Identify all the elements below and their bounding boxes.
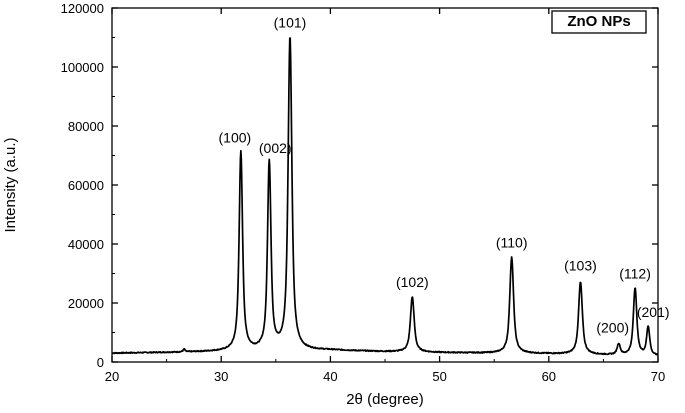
x-tick-label: 50	[432, 369, 446, 384]
peak-label: (201)	[637, 304, 670, 320]
peak-labels: (100) (002) (101) (102) (110) (103) (200) (112)…	[219, 15, 670, 336]
y-tick-label: 100000	[61, 60, 104, 75]
legend: ZnO NPs	[551, 10, 647, 34]
peak-label: (102)	[396, 274, 429, 290]
y-tick-label: 120000	[61, 1, 104, 16]
y-tick-label: 80000	[68, 119, 104, 134]
x-tick-label: 20	[105, 369, 119, 384]
y-tick-label: 20000	[68, 296, 104, 311]
x-tick-label: 40	[323, 369, 337, 384]
x-axis-ticks: 20 30 40 50 60 70	[105, 8, 665, 384]
y-tick-label: 40000	[68, 237, 104, 252]
peak-label: (110)	[496, 234, 528, 250]
peak-label: (200)	[596, 319, 629, 335]
x-tick-label: 30	[214, 369, 228, 384]
plot-frame	[111, 7, 659, 363]
peak-label: (112)	[619, 265, 651, 281]
legend-entry-zno-nps: ZnO NPs	[567, 13, 630, 30]
legend-box	[551, 10, 647, 34]
y-axis-title: Intensity (a.u.)	[2, 137, 19, 232]
series-line-zno-nps	[111, 37, 659, 356]
x-tick-label: 70	[651, 369, 665, 384]
peak-label: (103)	[564, 257, 597, 273]
peak-label: (101)	[274, 15, 307, 31]
peak-label: (100)	[219, 130, 252, 146]
y-tick-label: 0	[97, 355, 104, 370]
x-axis-title: 2θ (degree)	[346, 391, 424, 408]
x-tick-label: 60	[542, 369, 556, 384]
y-tick-label: 60000	[68, 178, 104, 193]
peak-label: (002)	[259, 140, 292, 156]
y-axis-ticks: 0 20000 40000 60000 80000 100000 120000	[61, 1, 658, 370]
